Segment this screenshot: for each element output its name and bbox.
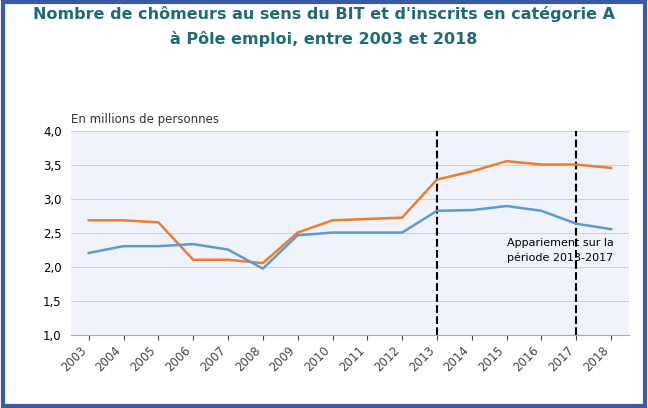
Text: Appariement sur la
période 2013-2017: Appariement sur la période 2013-2017 xyxy=(507,238,614,263)
Text: à Pôle emploi, entre 2003 et 2018: à Pôle emploi, entre 2003 et 2018 xyxy=(170,31,478,47)
Text: Nombre de chômeurs au sens du BIT et d'inscrits en catégorie A: Nombre de chômeurs au sens du BIT et d'i… xyxy=(33,6,615,22)
Text: En millions de personnes: En millions de personnes xyxy=(71,113,219,126)
